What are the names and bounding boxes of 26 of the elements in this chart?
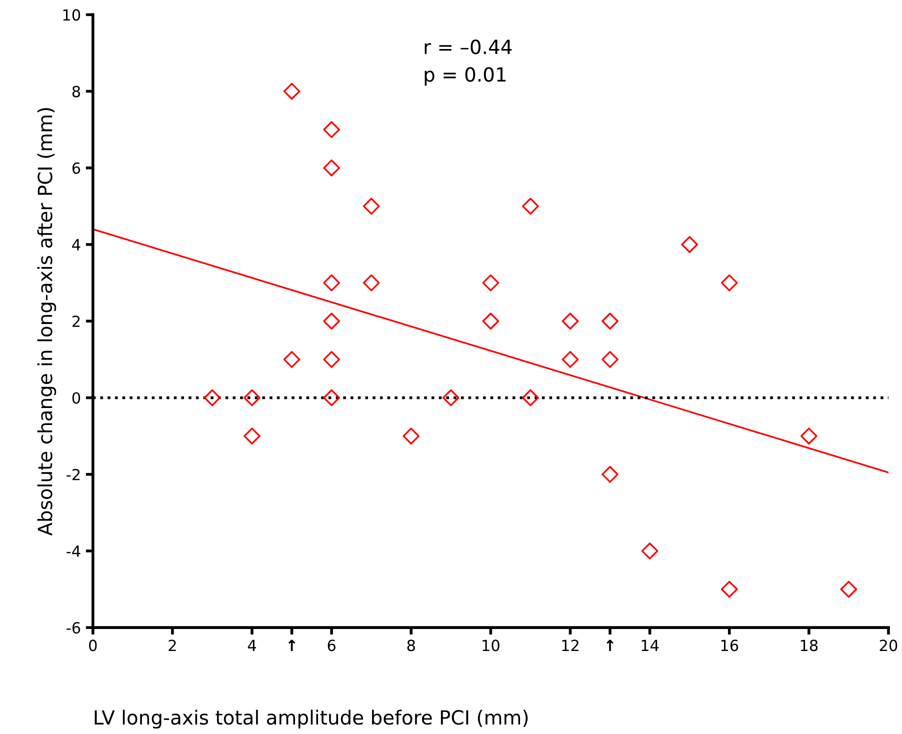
y-tick-label: -4 [66, 546, 80, 557]
x-tick-label: 18 [800, 640, 818, 652]
x-tick-label: 0 [89, 640, 97, 652]
x-tick-label: 12 [562, 640, 578, 651]
y-tick-label: 6 [72, 162, 80, 174]
y-tick-label: 0 [72, 392, 80, 404]
x-tick-label: 2 [168, 640, 176, 651]
x-tick-label: 6 [328, 640, 336, 652]
x-tick-label: 8 [407, 640, 415, 652]
x-tick-label: 4 [248, 640, 256, 651]
y-tick-label: 2 [72, 316, 80, 327]
y-tick-label: -2 [66, 468, 80, 480]
y-tick-label: -6 [66, 622, 80, 634]
y-tick-label: 4 [72, 239, 80, 250]
annotation: r = –0.44 [424, 40, 512, 54]
x-axis-title: LV long-axis total amplitude before PCI (mm) [94, 710, 528, 729]
annotation: p = 0.01 [424, 67, 506, 86]
x-tick-label: ↑ [606, 640, 614, 651]
x-tick-label: ↑ [288, 640, 296, 651]
x-tick-label: 20 [880, 640, 898, 652]
x-tick-label: 10 [482, 640, 500, 652]
x-tick-label: 16 [721, 640, 738, 652]
y-axis-title: Absolute change in long-axis after PCI (mm) [37, 108, 56, 536]
x-tick-label: 14 [642, 640, 659, 651]
y-tick-label: 10 [63, 9, 80, 21]
y-tick-label: 8 [72, 86, 80, 98]
